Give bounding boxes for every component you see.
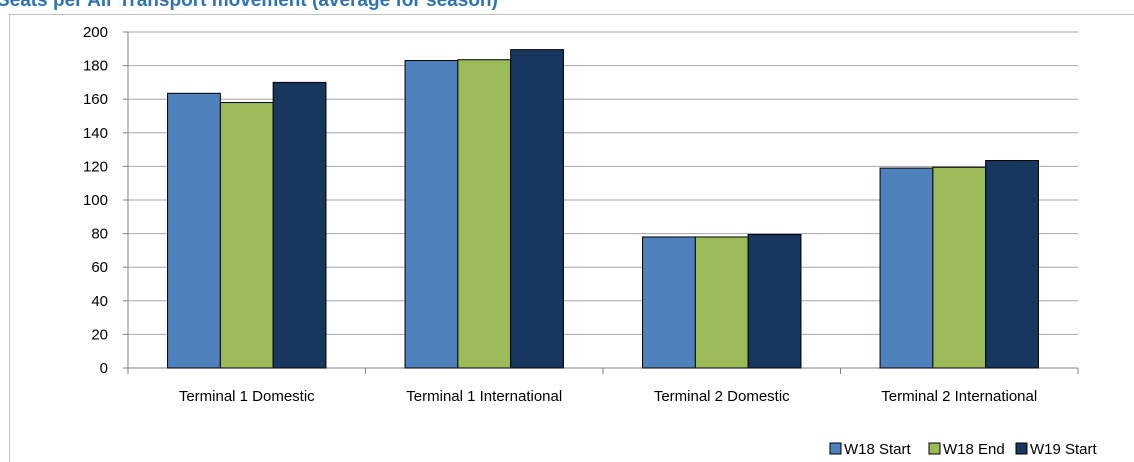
bar: [642, 236, 696, 369]
x-tick-label: Terminal 2 Domestic: [654, 388, 790, 405]
x-tick-label: Terminal 1 International: [406, 388, 562, 405]
y-tick-label: 40: [91, 293, 108, 310]
y-tick-label: 20: [91, 326, 108, 343]
y-tick-label: 160: [83, 91, 108, 108]
y-tick-label: 0: [100, 360, 108, 377]
bar: [272, 81, 327, 369]
bar: [404, 60, 459, 369]
x-tick-label: Terminal 2 International: [881, 388, 1037, 405]
legend-swatch: [829, 442, 842, 455]
bar: [167, 92, 221, 369]
bar: [457, 59, 512, 369]
y-tick-label: 100: [83, 192, 108, 209]
bar: [747, 233, 802, 369]
legend-label: W18 End: [943, 441, 1005, 458]
x-tick-label: Terminal 1 Domestic: [179, 388, 315, 405]
bar: [879, 167, 934, 369]
bar: [510, 49, 564, 369]
bar: [932, 166, 987, 369]
bar: [219, 102, 274, 369]
legend-label: W19 Start: [1030, 441, 1098, 458]
bar: [985, 160, 1039, 369]
legend-swatch: [1015, 442, 1028, 455]
legend-swatch: [928, 442, 941, 455]
y-tick-label: 120: [83, 158, 108, 175]
bar: [694, 236, 749, 369]
y-tick-label: 80: [91, 226, 108, 243]
chart-title: Seats per Air Transport movement (averag…: [0, 0, 498, 11]
y-tick-label: 200: [83, 24, 108, 41]
legend-label: W18 Start: [844, 441, 912, 458]
y-tick-label: 60: [91, 259, 108, 276]
y-tick-label: 180: [83, 58, 108, 75]
y-tick-label: 140: [83, 125, 108, 142]
